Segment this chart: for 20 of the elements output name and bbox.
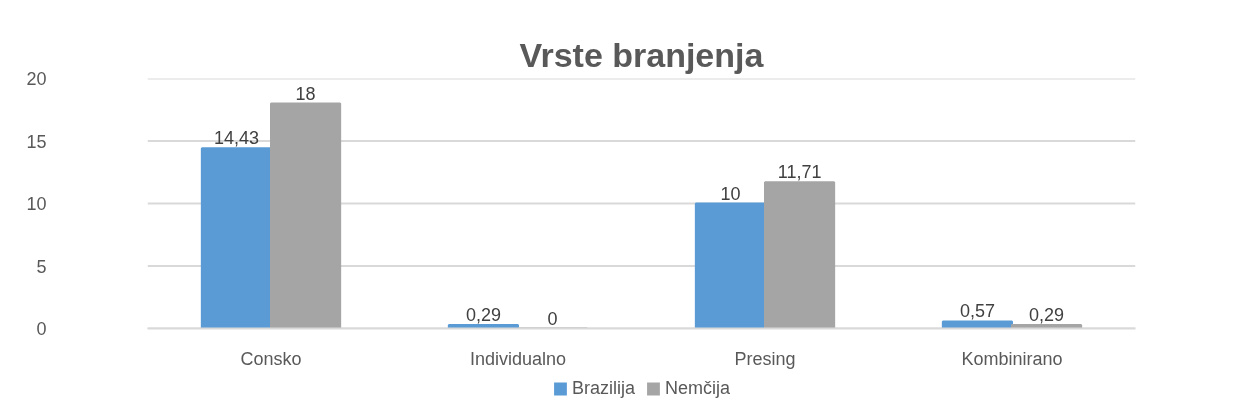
x-tick-label: Consko [240,348,302,369]
y-tick-label: 15 [26,131,47,152]
legend-label: Nemčija [665,377,731,399]
data-label: 14,43 [213,128,259,149]
x-tick-label: Kombinirano [961,348,1063,369]
data-label: 18 [295,83,316,104]
data-label: 0 [547,308,558,329]
legend-label: Brazilija [571,377,636,399]
y-tick-label: 20 [26,69,47,89]
data-label: 11,71 [777,162,822,183]
chart-title: Vrste branjenja [519,35,765,74]
data-label: 0,29 [465,304,501,325]
data-label: 0,29 [1029,304,1065,325]
y-tick-label: 10 [26,194,47,214]
x-tick-label: Presing [734,348,796,369]
y-tick-label: 5 [36,256,47,277]
data-label: 0,57 [959,301,995,322]
y-tick-label: 0 [36,319,47,339]
data-label: 10 [720,183,741,204]
x-tick-label: Individualno [469,348,567,369]
